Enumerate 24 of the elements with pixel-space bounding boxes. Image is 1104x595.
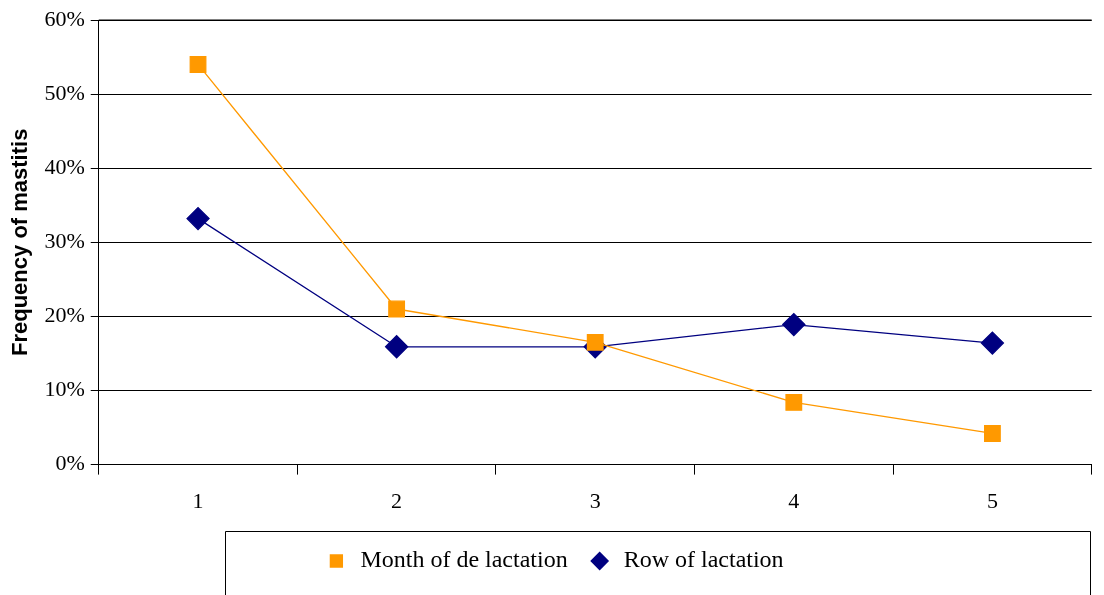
x-tick-label: 5 bbox=[986, 487, 998, 513]
y-tick-label: 30% bbox=[44, 228, 85, 254]
point bbox=[189, 56, 207, 73]
y-tick-label: 10% bbox=[44, 376, 85, 402]
point bbox=[785, 393, 803, 411]
point bbox=[980, 331, 1005, 355]
point bbox=[388, 300, 406, 318]
point bbox=[586, 333, 604, 351]
legend-label: Row of lactation bbox=[623, 546, 784, 573]
y-tick-label: 60% bbox=[44, 5, 85, 31]
point bbox=[384, 335, 409, 359]
y-tick-label: 50% bbox=[44, 79, 85, 105]
x-tick-label: 1 bbox=[192, 487, 204, 513]
y-tick-label: 0% bbox=[55, 450, 85, 476]
x-tick-label: 2 bbox=[391, 487, 403, 513]
x-tick-label: 4 bbox=[788, 487, 800, 513]
x-tick-label: 3 bbox=[589, 487, 601, 513]
point bbox=[782, 312, 806, 337]
point bbox=[186, 206, 210, 231]
y-axis-title: Frequency of mastitis bbox=[7, 128, 33, 356]
point bbox=[983, 425, 1001, 442]
legend-label: Month of de lactation bbox=[360, 546, 568, 573]
y-tick-label: 20% bbox=[44, 302, 85, 328]
y-tick-label: 40% bbox=[44, 153, 85, 179]
